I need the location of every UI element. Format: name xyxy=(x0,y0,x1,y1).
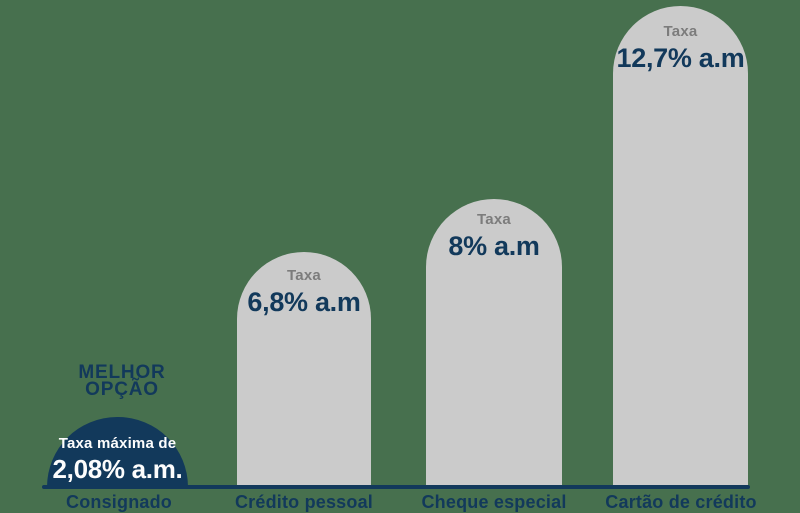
tax-value-label: 8% a.m xyxy=(448,231,540,261)
category-label-credito-pessoal: Crédito pessoal xyxy=(234,492,374,512)
bar-cheque-especial-text: Taxa 8% a.m xyxy=(426,211,562,262)
bar-credito-pessoal-text: Taxa 6,8% a.m xyxy=(237,267,371,318)
tax-prefix-label: Taxa xyxy=(477,211,511,228)
bar-credito-pessoal: Taxa 6,8% a.m xyxy=(237,252,371,487)
tax-prefix-label: Taxa xyxy=(663,23,698,40)
best-option-line1: MELHOR xyxy=(78,362,166,383)
x-axis-line xyxy=(42,485,750,489)
tax-value-label: 2,08% a.m. xyxy=(52,454,183,484)
bar-consignado: Taxa máxima de 2,08% a.m. xyxy=(47,417,188,487)
bar-cheque-especial: Taxa 8% a.m xyxy=(426,199,562,487)
category-label-cartao-credito: Cartão de crédito xyxy=(605,492,757,512)
tax-prefix-label: Taxa máxima de xyxy=(58,435,177,452)
bar-cartao-credito: Taxa 12,7% a.m xyxy=(613,6,748,487)
tax-value-label: 6,8% a.m xyxy=(247,287,361,317)
best-option-line2: OPÇÃO xyxy=(85,379,159,400)
category-label-consignado: Consignado xyxy=(66,492,172,512)
bar-cartao-credito-text: Taxa 12,7% a.m xyxy=(613,23,748,74)
bar-consignado-text: Taxa máxima de 2,08% a.m. xyxy=(47,435,188,485)
best-option-annotation: MELHOR OPÇÃO xyxy=(32,362,212,400)
tax-value-label: 12,7% a.m xyxy=(616,43,745,73)
category-label-cheque-especial: Cheque especial xyxy=(421,492,567,512)
tax-prefix-label: Taxa xyxy=(287,267,321,284)
